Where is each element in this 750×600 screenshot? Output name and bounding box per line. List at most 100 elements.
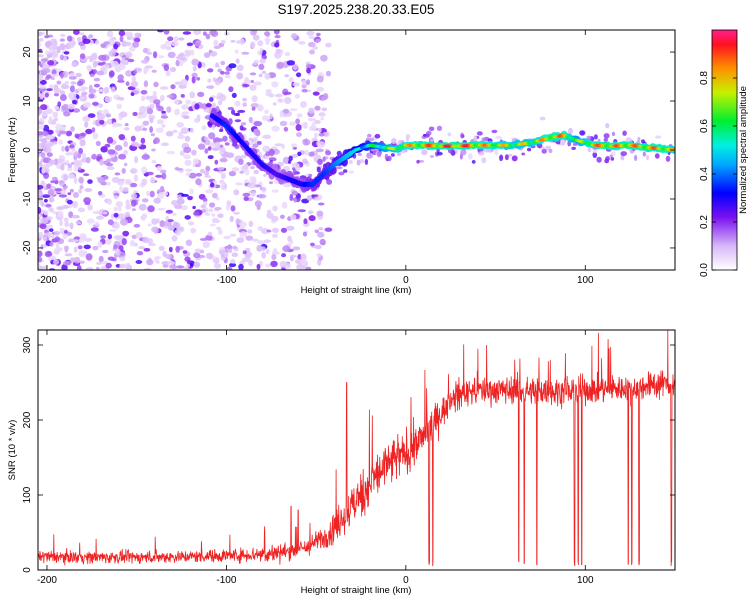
noise-point (67, 173, 75, 179)
noise-point (140, 137, 146, 144)
noise-point (113, 206, 118, 212)
noise-point (222, 135, 228, 142)
noise-point (57, 158, 66, 163)
noise-point (348, 159, 353, 165)
noise-point (292, 146, 297, 150)
noise-point (83, 250, 88, 256)
noise-point (131, 193, 138, 199)
noise-point (83, 244, 91, 250)
noise-point (255, 129, 261, 137)
x-tick-label: -100 (216, 275, 236, 286)
noise-point (318, 112, 326, 117)
noise-point (90, 227, 99, 232)
noise-point (98, 109, 103, 114)
x-tick-label: 0 (403, 575, 409, 586)
spectrogram-y-axis-label: Frequency (Hz) (7, 117, 18, 182)
noise-point (151, 160, 157, 164)
noise-point (294, 93, 300, 99)
noise-point (160, 43, 167, 50)
noise-point (293, 197, 297, 203)
noise-point (246, 79, 251, 85)
noise-point (180, 127, 189, 134)
noise-point (168, 246, 173, 253)
noise-point (248, 259, 253, 267)
noise-point (151, 148, 156, 152)
y-tick-label: -20 (22, 240, 33, 255)
noise-point (307, 41, 316, 48)
noise-point (471, 160, 476, 164)
noise-point (38, 31, 43, 37)
noise-point (94, 83, 100, 88)
noise-point (54, 188, 62, 192)
noise-point (141, 154, 150, 160)
noise-point (224, 251, 229, 258)
noise-point (271, 125, 280, 132)
noise-point (272, 102, 277, 106)
noise-point (429, 155, 435, 158)
noise-point (132, 111, 138, 117)
noise-point (69, 188, 74, 193)
noise-point (227, 248, 233, 254)
noise-point (243, 196, 249, 202)
noise-point (107, 219, 114, 226)
noise-point (231, 109, 236, 115)
noise-point (39, 37, 44, 42)
noise-point (318, 132, 325, 137)
noise-point (147, 223, 152, 227)
snr-panel: -200 -100 0 100 0 100 200 300 Height of straig… (7, 329, 676, 596)
noise-point (315, 38, 321, 43)
noise-point (105, 238, 112, 245)
noise-point (59, 219, 63, 227)
noise-point (57, 210, 64, 218)
noise-point (316, 166, 321, 173)
noise-point (157, 192, 165, 200)
noise-point (90, 73, 95, 78)
noise-point (209, 30, 217, 36)
noise-point (169, 66, 177, 73)
noise-point (100, 67, 106, 72)
noise-point (305, 266, 312, 270)
noise-point (284, 51, 291, 57)
noise-point (223, 235, 231, 240)
noise-point (106, 118, 113, 125)
noise-point (130, 199, 137, 207)
noise-point (160, 142, 169, 147)
noise-point (266, 229, 272, 233)
noise-point (387, 155, 392, 162)
noise-point (211, 213, 216, 217)
noise-point (548, 148, 553, 154)
noise-point (269, 181, 273, 185)
noise-point (168, 224, 175, 231)
noise-point (620, 151, 627, 157)
noise-point (49, 241, 54, 247)
noise-point (171, 235, 178, 242)
noise-point (478, 151, 485, 156)
noise-point (308, 107, 315, 114)
noise-point (175, 56, 184, 60)
noise-point (406, 136, 409, 142)
noise-point (481, 157, 487, 164)
noise-point (421, 149, 428, 156)
noise-point (461, 134, 465, 138)
noise-point (317, 141, 326, 148)
x-tick-label: -200 (37, 575, 57, 586)
noise-point (468, 153, 473, 160)
noise-point (143, 80, 149, 88)
noise-point (92, 210, 101, 215)
noise-point (100, 146, 108, 153)
noise-point (191, 58, 199, 66)
noise-point (128, 33, 133, 38)
noise-point (261, 251, 267, 259)
noise-point (494, 148, 499, 156)
noise-point (146, 108, 154, 115)
noise-point (87, 65, 92, 72)
noise-point (158, 245, 165, 251)
noise-point (231, 167, 240, 172)
noise-point (46, 152, 53, 157)
noise-point (71, 214, 80, 219)
noise-point (59, 54, 65, 61)
noise-point (224, 75, 231, 78)
noise-point (184, 215, 191, 220)
noise-point (71, 99, 77, 105)
noise-point (38, 250, 43, 257)
